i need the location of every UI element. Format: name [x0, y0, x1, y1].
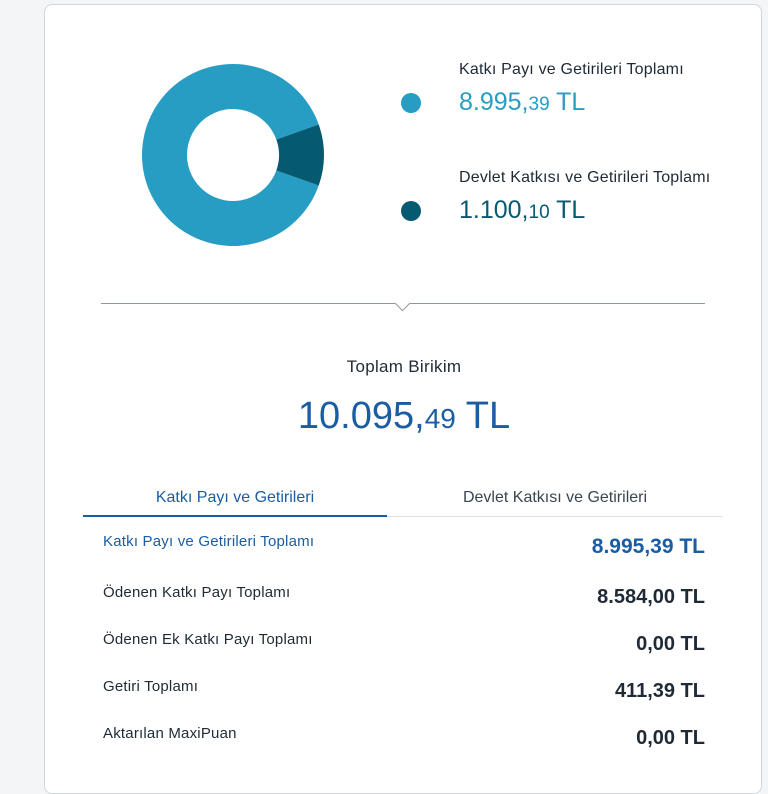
divider-notch-icon: [394, 295, 411, 312]
legend-label-katki: Katkı Payı ve Getirileri Toplamı: [459, 61, 684, 78]
row-label: Katkı Payı ve Getirileri Toplamı: [103, 533, 315, 550]
legend-amount-decimal: 10: [528, 202, 550, 223]
row-label: Ödenen Ek Katkı Payı Toplamı: [103, 631, 313, 648]
tab-devlet-katkisi[interactable]: Devlet Katkısı ve Getirileri: [462, 489, 648, 506]
total-amount-integer: 10.095,: [297, 395, 425, 437]
legend-dot-devlet: [401, 201, 421, 221]
legend-amount-devlet: 1.100,10 TL: [459, 196, 719, 225]
total-savings-label: Toplam Birikim: [346, 357, 462, 376]
legend-amount-currency: TL: [549, 196, 586, 224]
tabs-baseline: [83, 516, 723, 517]
legend-dot-katki: [401, 93, 421, 113]
row-value: 411,39 TL: [614, 680, 705, 702]
legend-amount-integer: 1.100,: [459, 196, 529, 224]
savings-donut-chart: [142, 64, 324, 246]
legend-label-devlet: Devlet Katkısı ve Getirileri Toplamı: [459, 169, 711, 186]
row-label: Getiri Toplamı: [103, 678, 199, 695]
legend-amount-integer: 8.995,: [459, 88, 529, 116]
detail-row-odenen-ek-katki: Ödenen Ek Katkı Payı Toplamı 0,00 TL: [103, 631, 705, 661]
detail-row-maxipuan: Aktarılan MaxiPuan 0,00 TL: [103, 725, 705, 755]
tab-katki-payi[interactable]: Katkı Payı ve Getirileri: [83, 483, 387, 517]
row-value: 8.995,39 TL: [591, 535, 705, 558]
legend-amount-katki: 8.995,39 TL: [459, 88, 719, 117]
row-value: 8.584,00 TL: [597, 586, 705, 608]
legend-amount-decimal: 39: [528, 94, 550, 115]
savings-summary-card: Katkı Payı ve Getirileri Toplamı 8.995,3…: [44, 4, 762, 794]
detail-tabs: Katkı Payı ve Getirileri Devlet Katkısı …: [83, 483, 723, 517]
row-label: Ödenen Katkı Payı Toplamı: [103, 584, 291, 601]
total-amount-decimal: 49: [424, 403, 456, 434]
row-value: 0,00 TL: [636, 633, 705, 655]
detail-row-getiri: Getiri Toplamı 411,39 TL: [103, 678, 705, 708]
row-value: 0,00 TL: [636, 727, 705, 749]
total-amount-currency: TL: [455, 395, 511, 437]
row-label: Aktarılan MaxiPuan: [103, 725, 237, 742]
detail-row-katki-total: Katkı Payı ve Getirileri Toplamı 8.995,3…: [103, 533, 705, 563]
detail-row-odenen-katki: Ödenen Katkı Payı Toplamı 8.584,00 TL: [103, 584, 705, 614]
donut-segment-devlet: [276, 124, 324, 186]
total-savings-amount: 10.095,49 TL: [45, 395, 763, 438]
legend-amount-currency: TL: [549, 88, 586, 116]
donut-segment-katki: [142, 64, 319, 246]
